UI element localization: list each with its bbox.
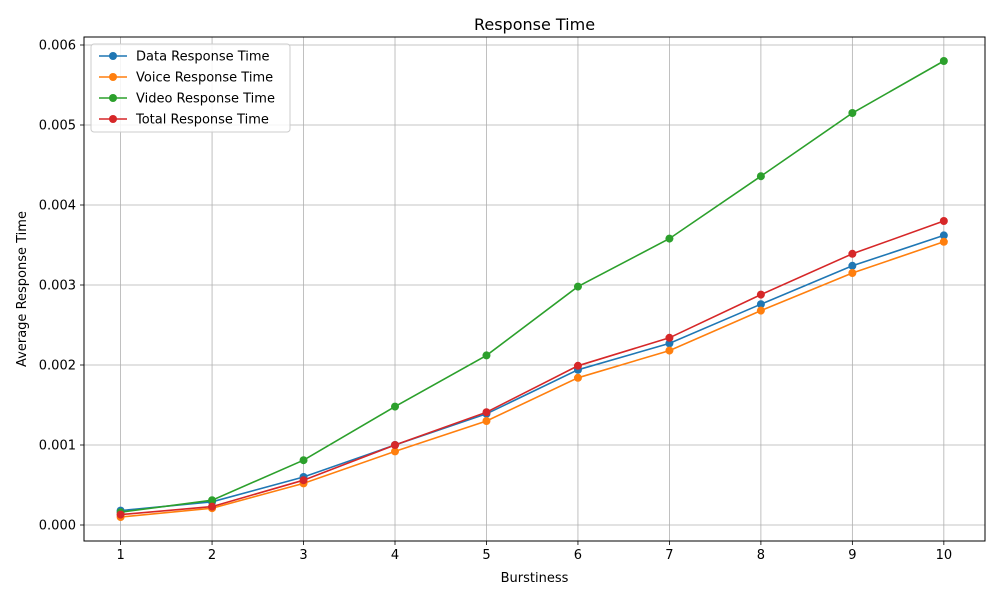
x-tick-label: 2 xyxy=(208,548,216,563)
x-tick-label: 4 xyxy=(391,548,399,563)
legend-label: Total Response Time xyxy=(135,113,269,128)
legend-label: Voice Response Time xyxy=(136,71,273,86)
x-tick-label: 6 xyxy=(574,548,582,563)
data-point xyxy=(208,502,217,511)
y-tick-label: 0.004 xyxy=(39,199,76,214)
axes: 1 2 3 4 5 6 7 8 9 10 0.000 0.001 0.002 0.003 0.004 0.00… xyxy=(39,39,952,564)
data-point xyxy=(665,234,674,243)
x-tick-label: 5 xyxy=(482,548,490,563)
y-axis-label: Average Response Time xyxy=(15,211,30,367)
series-line xyxy=(120,234,945,512)
data-point xyxy=(573,361,582,370)
data-point xyxy=(939,57,948,65)
legend-label: Data Response Time xyxy=(136,50,270,65)
legend-marker xyxy=(109,115,117,123)
data-point xyxy=(665,333,674,342)
series-lines xyxy=(116,57,948,521)
legend-marker xyxy=(109,52,117,60)
y-tick-label: 0.003 xyxy=(39,279,76,294)
legend: Data Response Time Voice Response Time Vid… xyxy=(90,43,291,133)
x-axis-label: Burstiness xyxy=(501,571,569,586)
data-point xyxy=(391,402,400,411)
series-line xyxy=(120,241,945,518)
chart-title: Response Time xyxy=(474,15,595,34)
data-point xyxy=(573,373,582,382)
data-point xyxy=(482,417,491,425)
data-point xyxy=(299,476,308,485)
data-point xyxy=(391,441,400,449)
x-tick-label: 9 xyxy=(848,548,856,563)
x-tick-label: 10 xyxy=(936,548,953,563)
data-point xyxy=(939,231,948,240)
plot-frame xyxy=(83,36,986,542)
data-point xyxy=(939,237,948,246)
data-point xyxy=(848,261,857,270)
series-line xyxy=(120,60,945,513)
x-tick-label: 1 xyxy=(116,548,124,563)
data-point xyxy=(756,300,765,309)
legend-marker xyxy=(109,73,117,81)
data-point xyxy=(848,109,857,117)
y-tick-label: 0.006 xyxy=(39,39,76,54)
data-point xyxy=(299,456,308,465)
y-tick-label: 0.002 xyxy=(39,359,76,374)
data-point xyxy=(756,172,765,181)
data-point xyxy=(665,339,674,348)
x-tick-label: 7 xyxy=(665,548,673,563)
data-point xyxy=(482,351,491,360)
data-point xyxy=(208,496,217,505)
data-point xyxy=(665,346,674,355)
y-tick-label: 0.005 xyxy=(39,119,76,134)
data-point xyxy=(391,447,400,456)
data-point xyxy=(848,269,857,277)
legend-marker xyxy=(109,94,117,102)
data-point xyxy=(756,290,765,299)
data-point xyxy=(939,217,948,225)
data-point xyxy=(848,249,857,258)
y-tick-label: 0.000 xyxy=(39,519,76,534)
series-line xyxy=(120,220,945,516)
legend-box xyxy=(90,43,291,133)
legend-label: Video Response Time xyxy=(136,92,275,107)
x-tick-label: 8 xyxy=(757,548,765,563)
data-point xyxy=(116,510,125,519)
data-point xyxy=(756,306,765,315)
x-tick-label: 3 xyxy=(299,548,307,563)
y-tick-label: 0.001 xyxy=(39,439,76,454)
data-point xyxy=(482,408,491,417)
data-point xyxy=(573,282,582,291)
